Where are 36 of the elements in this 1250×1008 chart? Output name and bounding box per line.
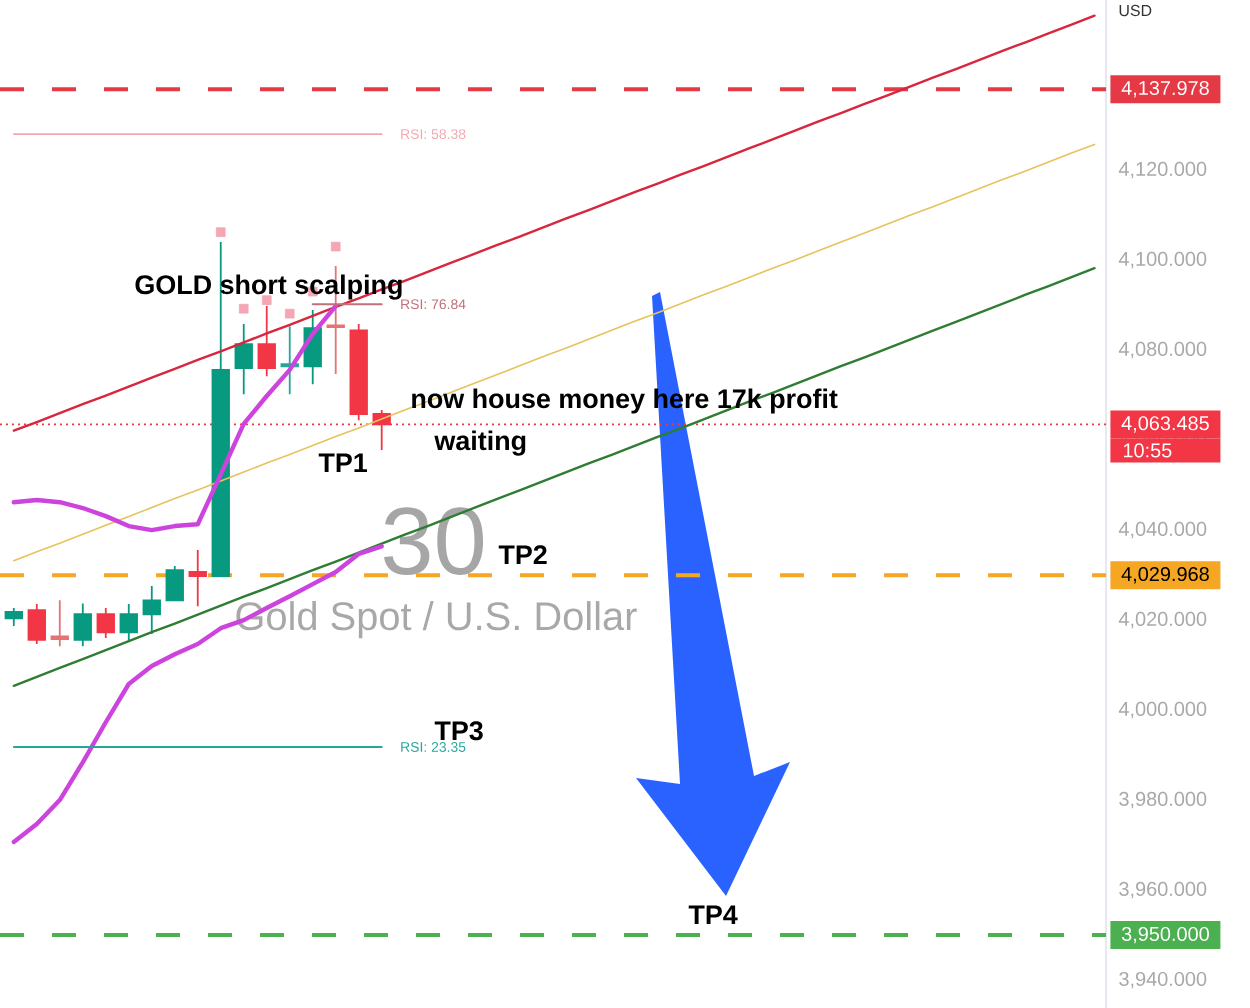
annotation: TP1	[318, 453, 367, 472]
y-tick-label: 3,940.000	[1119, 971, 1207, 989]
y-tick-label: 3,960.000	[1119, 881, 1207, 899]
ref-line-label: 4,029.968	[1121, 567, 1209, 584]
y-tick-label: 4,040.000	[1118, 521, 1207, 539]
candlestick	[165, 565, 184, 602]
candlestick	[188, 548, 207, 608]
ref-line-label: 3,950.000	[1121, 926, 1209, 944]
candlestick	[234, 323, 253, 396]
candlestick	[27, 603, 46, 645]
candlestick	[96, 607, 115, 639]
y-tick-label: 4,080.000	[1118, 341, 1207, 359]
y-tick-label: 4,000.000	[1118, 701, 1207, 719]
candlestick	[4, 607, 23, 627]
candlestick	[257, 305, 276, 378]
y-tick-label: 4,100.000	[1118, 251, 1207, 269]
candlestick	[142, 584, 161, 635]
point	[284, 308, 295, 319]
ref-line-label: 4,063.485	[1121, 416, 1209, 433]
annotation: TP3	[434, 721, 483, 741]
candlestick	[73, 602, 92, 648]
candlestick	[50, 599, 69, 648]
annotation: waiting	[434, 430, 526, 456]
point	[215, 227, 226, 237]
annotation: 30	[384, 507, 484, 575]
text: 10:55	[1123, 443, 1172, 458]
point	[238, 303, 249, 314]
y-tick-label: 3,980.000	[1119, 791, 1207, 809]
ref-line-label: 4,137.978	[1121, 80, 1209, 98]
y-tick-label: 4,120.000	[1118, 161, 1207, 179]
annotation: TP4	[688, 905, 738, 924]
y-tick-label: 4,020.000	[1118, 611, 1207, 629]
annotation: TP2	[498, 545, 547, 564]
candlestick	[119, 603, 138, 641]
point	[330, 241, 341, 252]
candlestick	[349, 323, 368, 422]
